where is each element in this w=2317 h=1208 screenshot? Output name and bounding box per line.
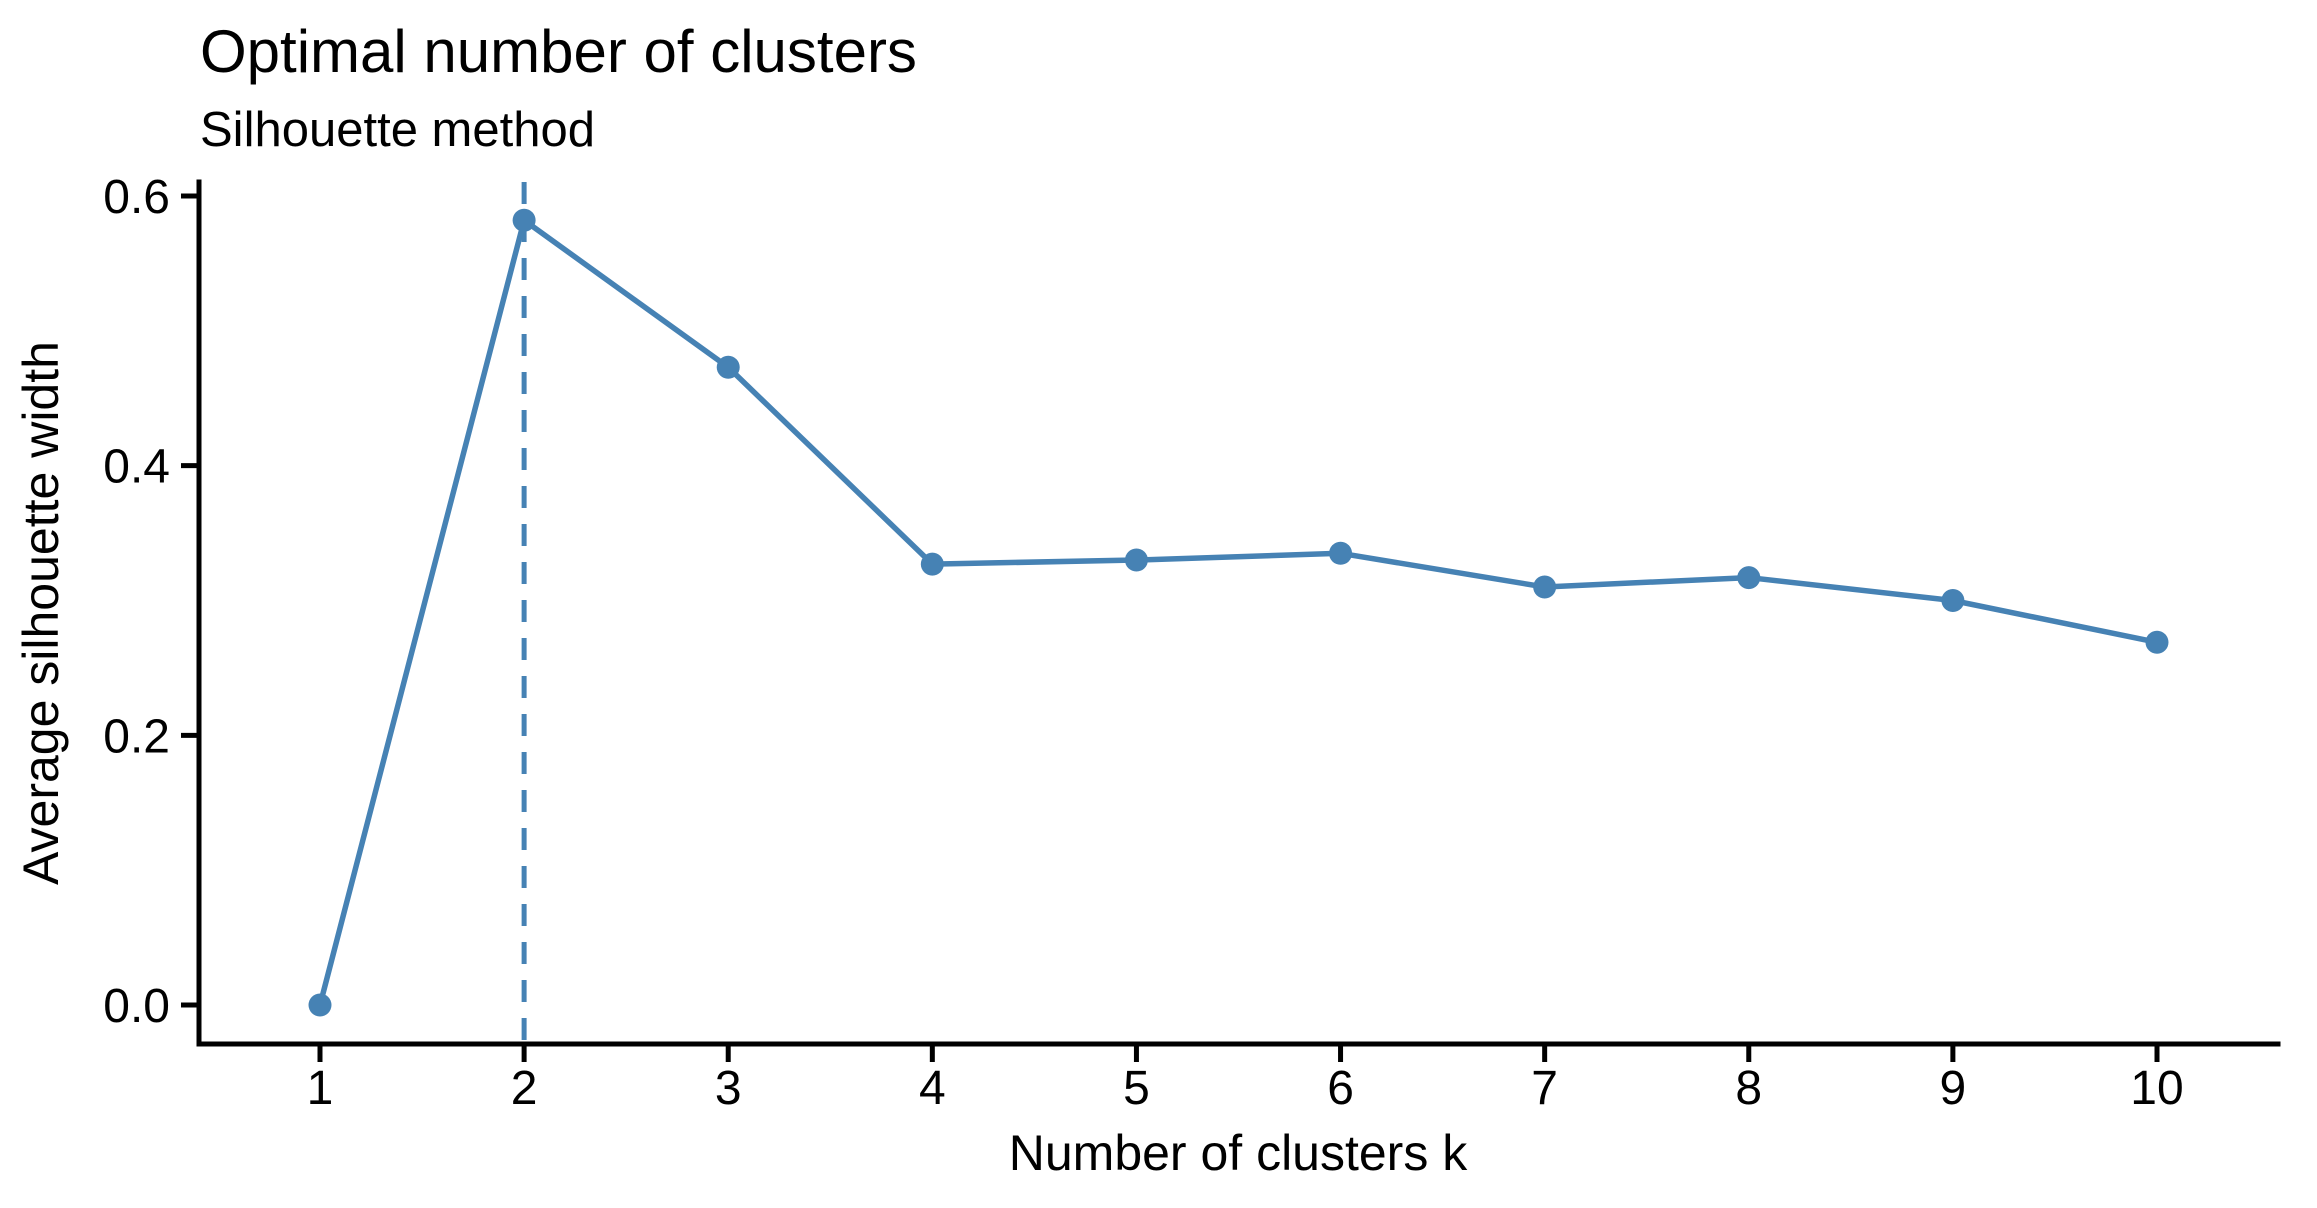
x-tick-label: 8 [1735, 1062, 1762, 1115]
x-tick-label: 1 [307, 1062, 334, 1115]
x-tick-label: 3 [715, 1062, 742, 1115]
data-point [2145, 630, 2169, 654]
data-point [512, 208, 536, 232]
data-point [1737, 566, 1761, 590]
x-axis-title: Number of clusters k [1009, 1125, 1468, 1181]
x-tick-label: 5 [1123, 1062, 1150, 1115]
tick-labels: 0.0 0.2 0.4 0.6 1 2 3 4 5 6 7 8 9 10 [103, 171, 2183, 1115]
y-tick-label: 0.6 [103, 171, 170, 224]
x-tick-label: 9 [1940, 1062, 1967, 1115]
x-tick-label: 4 [919, 1062, 946, 1115]
data-point [1533, 575, 1557, 599]
data-point [1124, 548, 1148, 572]
chart-title: Optimal number of clusters [200, 18, 917, 85]
data-point [308, 993, 332, 1017]
chart-subtitle: Silhouette method [200, 103, 595, 157]
x-tick-label: 2 [511, 1062, 538, 1115]
x-tick-label: 7 [1531, 1062, 1558, 1115]
y-tick-label: 0.2 [103, 710, 170, 763]
data-point [1329, 541, 1353, 565]
x-tick-label: 10 [2130, 1062, 2183, 1115]
data-point [1941, 589, 1965, 613]
series-line [317, 217, 2160, 1008]
tick-marks [181, 193, 2160, 1062]
data-point [716, 355, 740, 379]
y-tick-label: 0.4 [103, 441, 170, 494]
y-axis-title: Average silhouette width [13, 341, 69, 885]
y-tick-label: 0.0 [103, 980, 170, 1033]
x-tick-label: 6 [1327, 1062, 1354, 1115]
data-point [920, 552, 944, 576]
axes [196, 179, 2281, 1047]
data-points [308, 208, 2169, 1017]
